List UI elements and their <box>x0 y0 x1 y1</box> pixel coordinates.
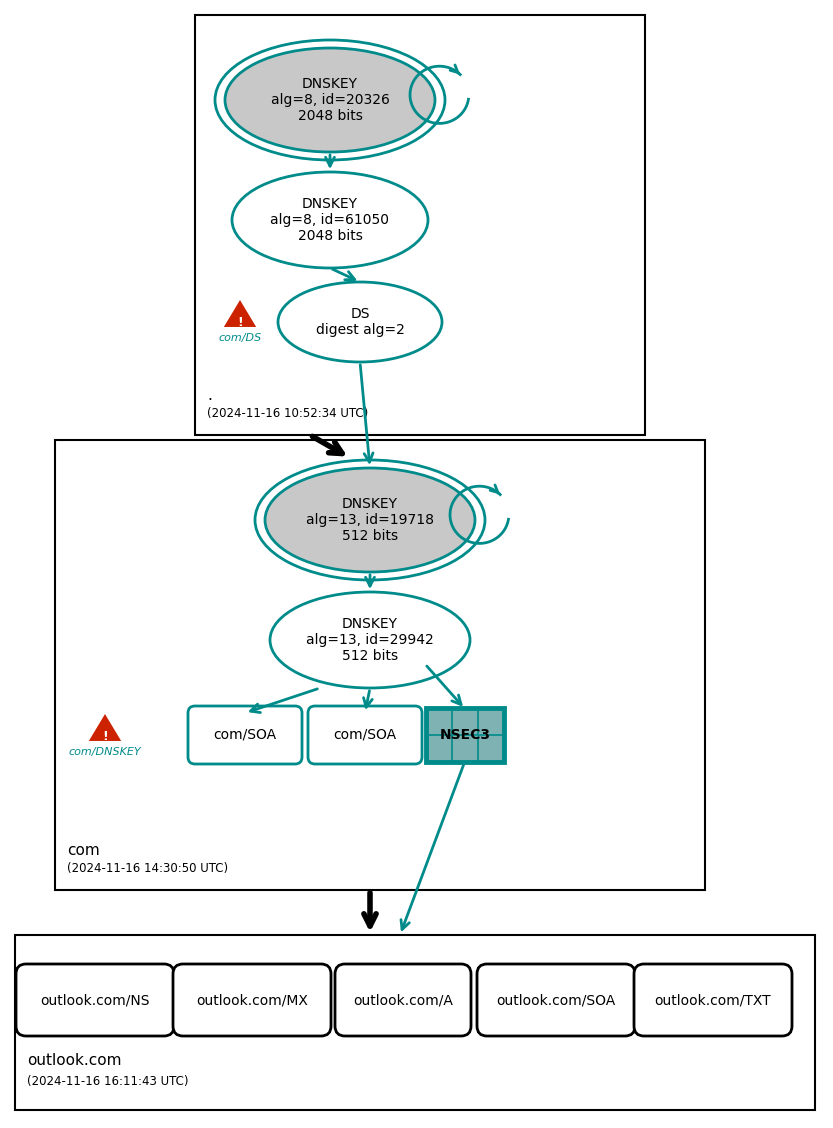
Text: DNSKEY
alg=8, id=61050
2048 bits: DNSKEY alg=8, id=61050 2048 bits <box>271 196 390 244</box>
Text: outlook.com/NS: outlook.com/NS <box>40 993 150 1007</box>
FancyBboxPatch shape <box>308 706 422 764</box>
Text: DS
digest alg=2: DS digest alg=2 <box>316 307 405 337</box>
FancyBboxPatch shape <box>477 964 635 1036</box>
Ellipse shape <box>232 171 428 268</box>
Text: com/DS: com/DS <box>218 333 262 343</box>
Text: DNSKEY
alg=13, id=29942
512 bits: DNSKEY alg=13, id=29942 512 bits <box>306 617 434 663</box>
Text: outlook.com: outlook.com <box>27 1054 122 1068</box>
Text: outlook.com/A: outlook.com/A <box>353 993 453 1007</box>
Text: (2024-11-16 14:30:50 UTC): (2024-11-16 14:30:50 UTC) <box>67 862 228 875</box>
FancyBboxPatch shape <box>426 708 504 763</box>
FancyBboxPatch shape <box>173 964 331 1036</box>
FancyBboxPatch shape <box>15 935 815 1110</box>
FancyBboxPatch shape <box>335 964 471 1036</box>
Text: outlook.com/SOA: outlook.com/SOA <box>496 993 616 1007</box>
FancyBboxPatch shape <box>188 706 302 764</box>
Text: com/SOA: com/SOA <box>213 728 277 742</box>
Text: DNSKEY
alg=8, id=20326
2048 bits: DNSKEY alg=8, id=20326 2048 bits <box>271 77 390 123</box>
Polygon shape <box>222 298 258 328</box>
FancyBboxPatch shape <box>634 964 792 1036</box>
Text: (2024-11-16 16:11:43 UTC): (2024-11-16 16:11:43 UTC) <box>27 1075 188 1089</box>
FancyBboxPatch shape <box>16 964 174 1036</box>
Text: DNSKEY
alg=13, id=19718
512 bits: DNSKEY alg=13, id=19718 512 bits <box>306 496 434 544</box>
Text: .: . <box>207 388 212 403</box>
Ellipse shape <box>225 49 435 152</box>
Text: !: ! <box>102 730 108 742</box>
Ellipse shape <box>278 282 442 362</box>
FancyBboxPatch shape <box>195 15 645 435</box>
Ellipse shape <box>265 468 475 572</box>
Text: (2024-11-16 10:52:34 UTC): (2024-11-16 10:52:34 UTC) <box>207 407 368 420</box>
Text: com/SOA: com/SOA <box>333 728 397 742</box>
Text: NSEC3: NSEC3 <box>440 728 491 742</box>
Polygon shape <box>87 712 123 742</box>
Text: outlook.com/TXT: outlook.com/TXT <box>655 993 771 1007</box>
Text: !: ! <box>237 316 243 328</box>
Text: com: com <box>67 843 100 858</box>
Text: outlook.com/MX: outlook.com/MX <box>196 993 308 1007</box>
Ellipse shape <box>270 592 470 688</box>
Text: com/DNSKEY: com/DNSKEY <box>68 747 142 757</box>
FancyBboxPatch shape <box>55 440 705 890</box>
